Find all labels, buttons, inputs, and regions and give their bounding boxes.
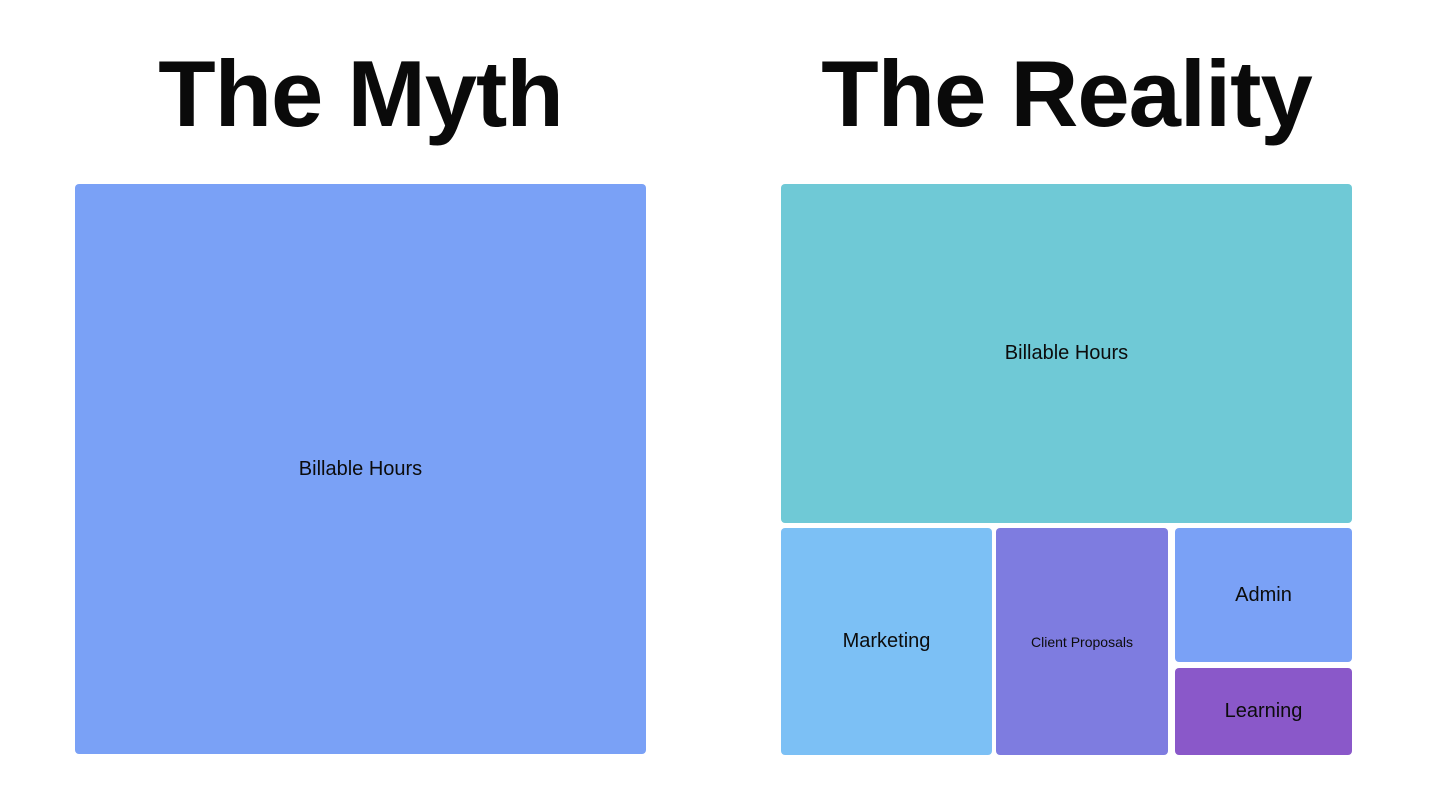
reality-treemap: Billable Hours Marketing Client Proposal… [781, 184, 1352, 755]
reality-cell-learning: Learning [1175, 668, 1352, 755]
reality-cell-marketing: Marketing [781, 528, 992, 755]
reality-title: The Reality [821, 41, 1313, 146]
reality-cell-billable-hours: Billable Hours [781, 184, 1352, 523]
myth-cell-billable-hours-label: Billable Hours [298, 457, 423, 480]
reality-cell-marketing-label: Marketing [842, 630, 931, 652]
myth-cell-billable-hours: Billable Hours [75, 184, 646, 754]
myth-treemap: Billable Hours [75, 184, 646, 754]
reality-cell-admin-label: Admin [1235, 583, 1292, 606]
reality-cell-learning-label: Learning [1224, 700, 1303, 722]
reality-cell-client-proposals-label: Client Proposals [1031, 633, 1133, 650]
reality-cell-client-proposals: Client Proposals [996, 528, 1168, 755]
reality-cell-billable-hours-label: Billable Hours [1004, 342, 1129, 364]
myth-title: The Myth [158, 41, 564, 146]
reality-cell-admin: Admin [1175, 528, 1352, 662]
